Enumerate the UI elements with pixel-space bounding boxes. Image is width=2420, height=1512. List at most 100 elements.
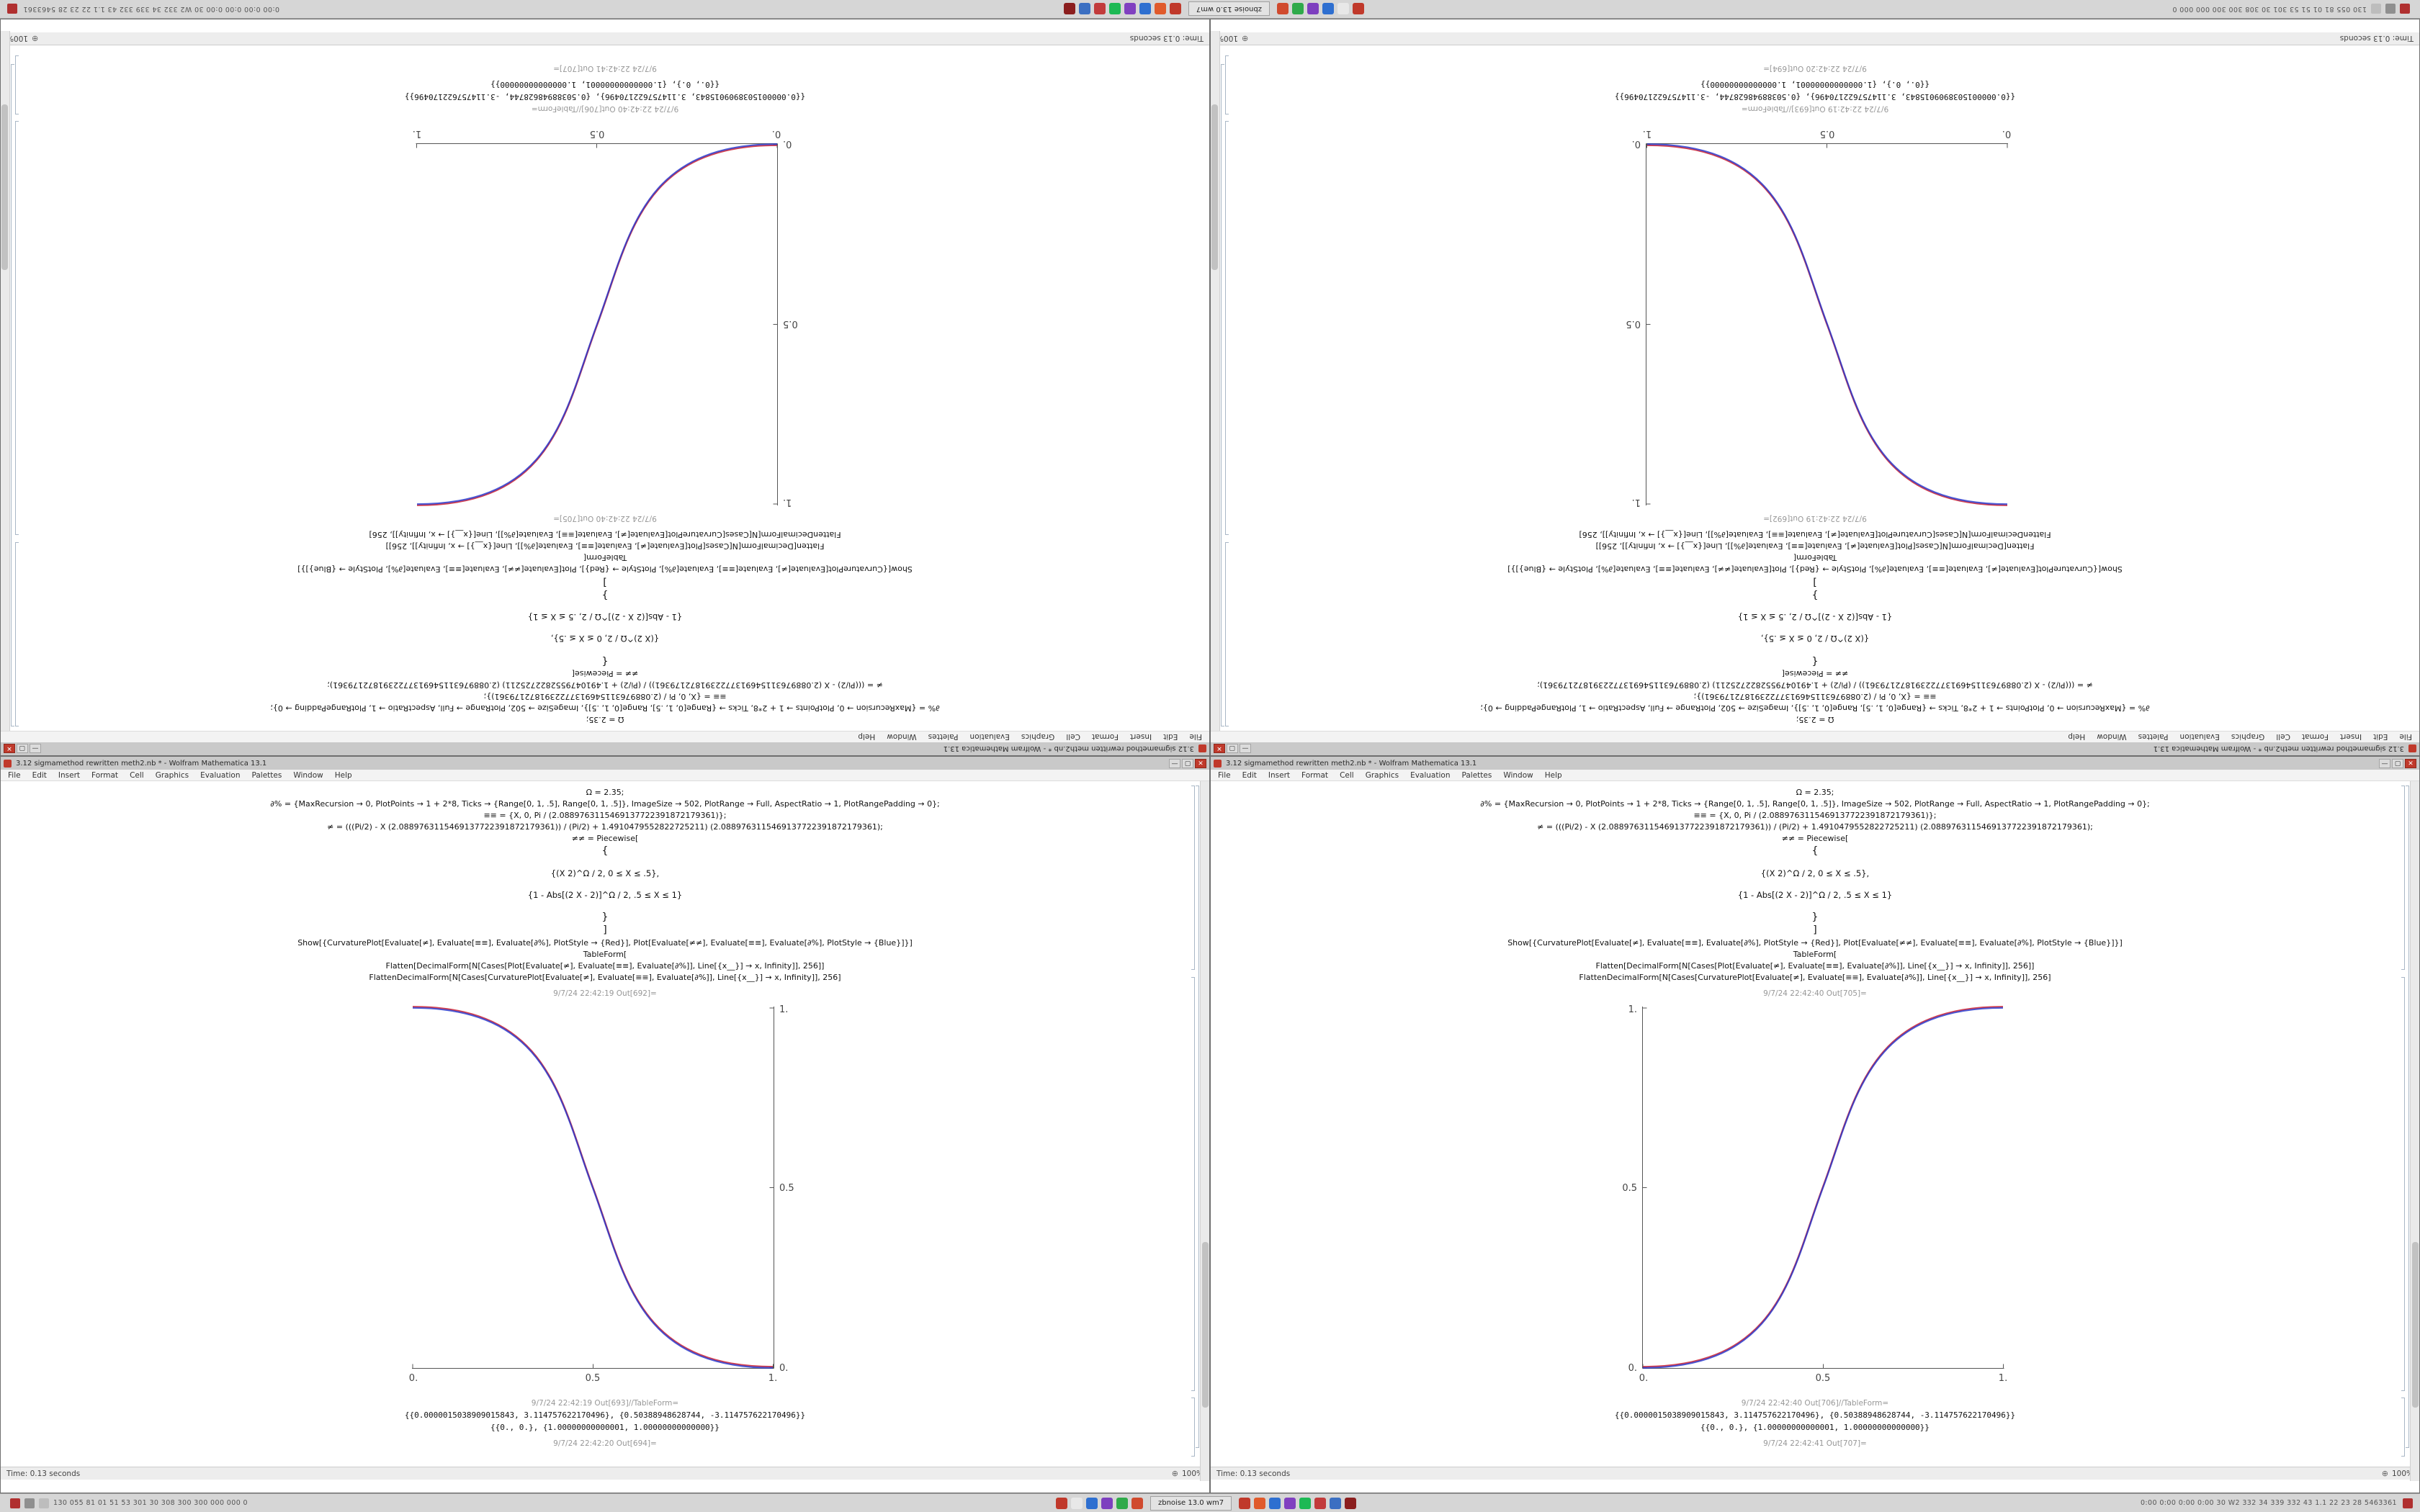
menu-item-graphics[interactable]: Graphics: [155, 770, 189, 780]
taskbar-app-icon[interactable]: [1292, 3, 1304, 15]
close-button[interactable]: ✕: [1214, 744, 1225, 754]
menu-item-file[interactable]: File: [1189, 732, 1202, 742]
menu-item-evaluation[interactable]: Evaluation: [1410, 770, 1451, 780]
input-cell-line[interactable]: Show[{CurvaturePlot[Evaluate[≠], Evaluat…: [297, 564, 913, 574]
cell-bracket[interactable]: [11, 64, 14, 726]
menu-item-graphics[interactable]: Graphics: [2231, 732, 2265, 742]
quick-launch-icon[interactable]: [2371, 4, 2381, 14]
input-cell-line[interactable]: {(X 2)^Ω / 2, 0 ≤ X ≤ .5},: [1760, 634, 1870, 644]
input-cell-line[interactable]: {: [601, 845, 609, 857]
taskbar-app-icon[interactable]: [1154, 3, 1166, 15]
input-cell-line[interactable]: {1 - Abs[(2 X - 2)]^Ω / 2, .5 ≤ X ≤ 1}: [1737, 612, 1893, 622]
input-cell-line[interactable]: FlattenDecimalForm[N[Cases[CurvaturePlot…: [1579, 973, 2051, 982]
tray-icon[interactable]: [2403, 1498, 2413, 1508]
input-cell-line[interactable]: Ω = 2.35;: [1796, 788, 1834, 797]
menu-item-window[interactable]: Window: [293, 770, 323, 780]
menu-item-palettes[interactable]: Palettes: [1461, 770, 1492, 780]
maximize-button[interactable]: ▢: [17, 744, 28, 754]
input-cell-line[interactable]: {: [1811, 655, 1819, 667]
minimize-button[interactable]: —: [2379, 758, 2390, 768]
input-cell-line[interactable]: {1 - Abs[(2 X - 2)]^Ω / 2, .5 ≤ X ≤ 1}: [527, 612, 683, 622]
input-cell-line[interactable]: Ω = 2.35;: [586, 715, 624, 724]
window-title-bar[interactable]: 3.12 sigmamethod rewritten meth2.nb * - …: [1211, 742, 2419, 755]
input-cell-line[interactable]: ∂% = {MaxRecursion → 0, PlotPoints → 1 +…: [1480, 799, 2150, 809]
close-button[interactable]: ✕: [1195, 758, 1206, 768]
input-cell-line[interactable]: ∂% = {MaxRecursion → 0, PlotPoints → 1 +…: [270, 703, 940, 713]
menu-item-cell[interactable]: Cell: [1340, 770, 1354, 780]
output-plot[interactable]: 0. 0.5 1. 0. 0.5 1.: [403, 999, 807, 1392]
taskbar-app-icon[interactable]: [1277, 3, 1289, 15]
input-cell-line[interactable]: {(X 2)^Ω / 2, 0 ≤ X ≤ .5},: [550, 868, 660, 878]
window-title-bar[interactable]: 3.12 sigmamethod rewritten meth2.nb * - …: [1, 742, 1209, 755]
input-cell-line[interactable]: ]: [603, 924, 607, 936]
input-cell-line[interactable]: FlattenDecimalForm[N[Cases[CurvaturePlot…: [369, 530, 841, 539]
vertical-scrollbar[interactable]: [2410, 781, 2419, 1481]
taskbar-app-icon[interactable]: [1337, 3, 1349, 15]
quick-launch-icon[interactable]: [2385, 4, 2396, 14]
vertical-scrollbar[interactable]: [1, 31, 10, 731]
magnifier-icon[interactable]: ⊕: [32, 34, 39, 43]
taskbar-app-icon[interactable]: [1101, 1497, 1113, 1509]
menu-item-graphics[interactable]: Graphics: [1365, 770, 1399, 780]
window-title-bar[interactable]: 3.12 sigmamethod rewritten meth2.nb * - …: [1211, 757, 2419, 770]
taskbar-window-button[interactable]: zbnoise 13.0 wm7: [1150, 1495, 1232, 1511]
menu-item-help[interactable]: Help: [1544, 770, 1562, 780]
input-cell-line[interactable]: Flatten[DecimalForm[N[Cases[Plot[Evaluat…: [1595, 541, 2035, 551]
input-cell-line[interactable]: {1 - Abs[(2 X - 2)]^Ω / 2, .5 ≤ X ≤ 1}: [1737, 890, 1893, 900]
cell-bracket[interactable]: [1225, 542, 1229, 726]
menu-item-edit[interactable]: Edit: [1163, 732, 1178, 742]
scrollbar-thumb[interactable]: [2412, 1242, 2419, 1408]
menu-item-format[interactable]: Format: [1301, 770, 1329, 780]
minimize-button[interactable]: —: [30, 744, 41, 754]
input-cell-line[interactable]: Flatten[DecimalForm[N[Cases[Plot[Evaluat…: [385, 541, 825, 551]
quick-launch-icon[interactable]: [24, 1498, 35, 1508]
cell-bracket[interactable]: [2401, 786, 2405, 970]
taskbar-app-icon[interactable]: [1345, 1497, 1357, 1509]
input-cell-line[interactable]: ≠ = (((Pi/2) - X (2.08897631154691377223…: [327, 822, 883, 832]
magnifier-icon[interactable]: ⊕: [1242, 34, 1249, 43]
cell-bracket[interactable]: [1191, 1398, 1195, 1457]
input-cell-line[interactable]: {: [1811, 845, 1819, 857]
input-cell-line[interactable]: Ω = 2.35;: [1796, 715, 1834, 724]
input-cell-line[interactable]: ∂% = {MaxRecursion → 0, PlotPoints → 1 +…: [1480, 703, 2150, 713]
menu-item-file[interactable]: File: [2399, 732, 2412, 742]
input-cell-line[interactable]: ∂% = {MaxRecursion → 0, PlotPoints → 1 +…: [270, 799, 940, 809]
input-cell-line[interactable]: }: [1811, 589, 1819, 600]
magnifier-icon[interactable]: ⊕: [2381, 1469, 2388, 1478]
menu-item-cell[interactable]: Cell: [1066, 732, 1080, 742]
taskbar-app-icon[interactable]: [1116, 1497, 1128, 1509]
menu-item-insert[interactable]: Insert: [1129, 732, 1152, 742]
menu-item-insert[interactable]: Insert: [1268, 770, 1291, 780]
tray-icon[interactable]: [7, 4, 17, 14]
output-plot[interactable]: 0. 0.5 1. 0. 0.5 1.: [1613, 999, 2017, 1392]
menu-item-format[interactable]: Format: [1091, 732, 1119, 742]
menu-item-help[interactable]: Help: [2068, 732, 2086, 742]
input-cell-line[interactable]: ]: [603, 576, 607, 588]
menu-item-insert[interactable]: Insert: [2339, 732, 2362, 742]
menu-item-palettes[interactable]: Palettes: [251, 770, 282, 780]
quick-launch-icon[interactable]: [39, 1498, 49, 1508]
input-cell-line[interactable]: Flatten[DecimalForm[N[Cases[Plot[Evaluat…: [385, 961, 825, 971]
scrollbar-thumb[interactable]: [1211, 104, 1218, 270]
menu-item-graphics[interactable]: Graphics: [1021, 732, 1055, 742]
vertical-scrollbar[interactable]: [1200, 781, 1209, 1481]
input-cell-line[interactable]: ≠ = (((Pi/2) - X (2.08897631154691377223…: [1537, 680, 2093, 690]
input-cell-line[interactable]: Show[{CurvaturePlot[Evaluate[≠], Evaluat…: [1507, 564, 2123, 574]
menu-item-cell[interactable]: Cell: [2276, 732, 2290, 742]
cell-bracket[interactable]: [1191, 786, 1195, 970]
input-cell-line[interactable]: Flatten[DecimalForm[N[Cases[Plot[Evaluat…: [1595, 961, 2035, 971]
input-cell-line[interactable]: ≠≠ = Piecewise[: [1781, 834, 1849, 843]
menu-item-palettes[interactable]: Palettes: [928, 732, 959, 742]
input-cell-line[interactable]: TableForm[: [583, 950, 627, 959]
menu-item-file[interactable]: File: [1218, 770, 1231, 780]
maximize-button[interactable]: ▢: [1182, 758, 1193, 768]
input-cell-line[interactable]: ≠ = (((Pi/2) - X (2.08897631154691377223…: [1537, 822, 2093, 832]
taskbar-app-icon[interactable]: [1086, 1497, 1098, 1509]
magnifier-icon[interactable]: ⊕: [1171, 1469, 1178, 1478]
menu-item-insert[interactable]: Insert: [58, 770, 81, 780]
minimize-button[interactable]: —: [1169, 758, 1180, 768]
input-cell-line[interactable]: FlattenDecimalForm[N[Cases[CurvaturePlot…: [369, 973, 841, 982]
input-cell-line[interactable]: Show[{CurvaturePlot[Evaluate[≠], Evaluat…: [297, 938, 913, 948]
close-button[interactable]: ✕: [2405, 758, 2416, 768]
taskbar-app-icon[interactable]: [1093, 3, 1106, 15]
